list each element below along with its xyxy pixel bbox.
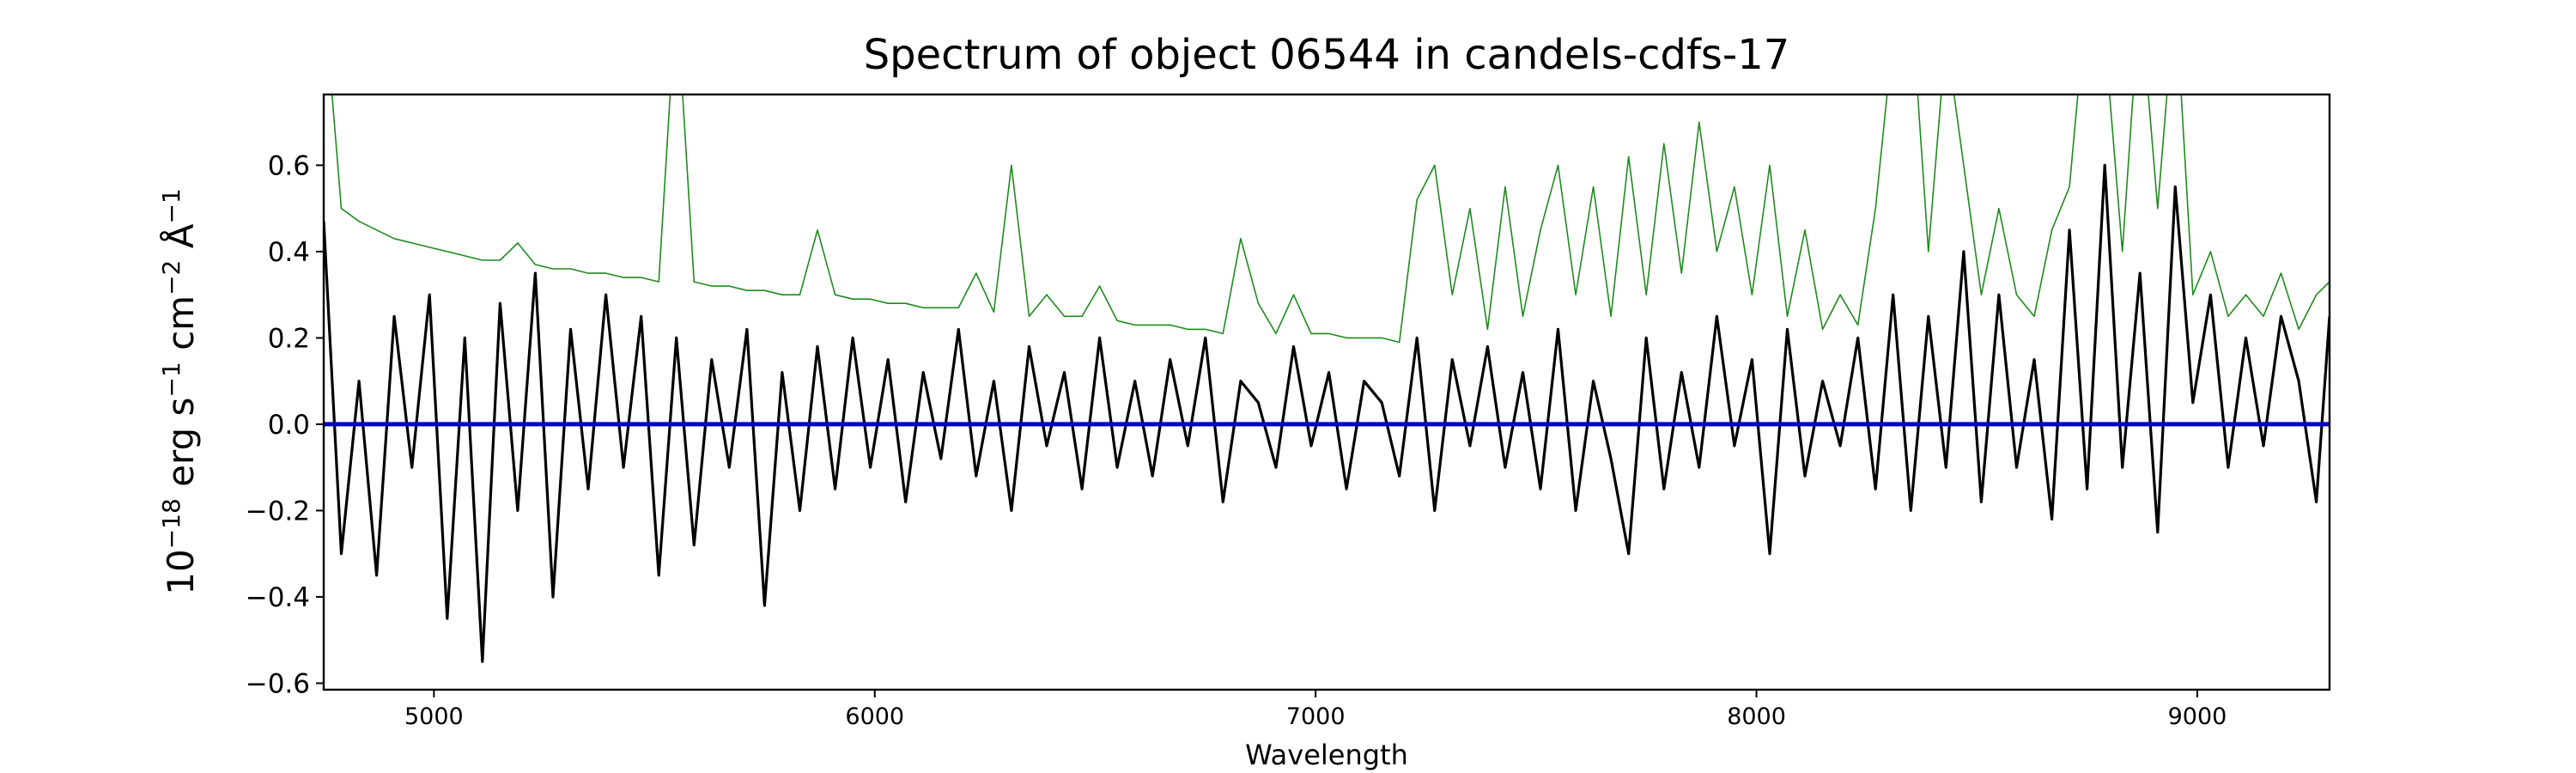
plot-frame xyxy=(322,93,2331,691)
x-tick-label: 5000 xyxy=(404,703,464,730)
y-axis-label: 10−18 erg s−1 cm−2 Å−1 xyxy=(157,188,202,594)
y-axis-label-part: Å xyxy=(159,223,202,259)
spectrum-line xyxy=(324,163,2330,663)
plot-area xyxy=(324,94,2330,663)
y-axis-label-part: −18 xyxy=(157,498,185,549)
y-tick-label: −0.6 xyxy=(246,668,310,699)
x-tick-label: 8000 xyxy=(1727,703,1786,730)
y-tick-label: −0.4 xyxy=(246,582,310,613)
y-axis-label-part: 10 xyxy=(160,549,202,594)
x-tick-label: 7000 xyxy=(1286,703,1346,730)
y-axis-label-part: −1 xyxy=(157,188,185,223)
y-tick-label: 0.4 xyxy=(268,237,310,268)
y-tick-label: 0.6 xyxy=(268,150,310,181)
y-axis-label-part: −2 xyxy=(157,260,185,295)
x-axis-label: Wavelength xyxy=(1245,739,1408,771)
x-tick-label: 9000 xyxy=(2168,703,2227,730)
y-axis-label-part: erg s xyxy=(160,398,202,499)
y-axis-label-part: −1 xyxy=(157,362,185,397)
x-tick-label: 6000 xyxy=(845,703,904,730)
chart-title: Spectrum of object 06544 in candels-cdfs… xyxy=(864,31,1790,79)
y-tick-label: −0.2 xyxy=(246,496,310,526)
y-tick-label: 0.0 xyxy=(268,410,310,441)
y-axis-label-part: cm xyxy=(160,295,202,362)
spectrum-line xyxy=(331,94,2330,344)
y-tick-label: 0.2 xyxy=(268,323,310,354)
